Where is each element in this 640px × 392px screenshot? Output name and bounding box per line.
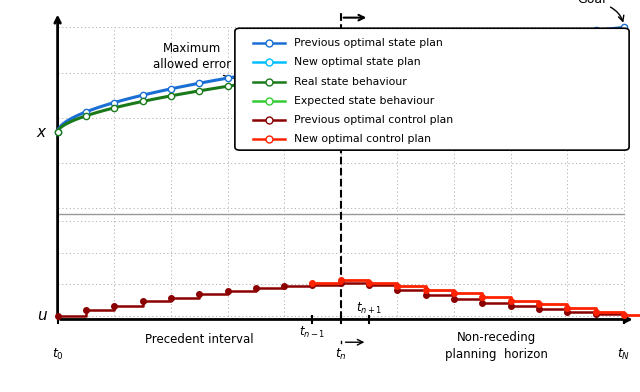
Text: $t_N$: $t_N$ bbox=[618, 347, 630, 362]
Text: Non-receding
planning  horizon: Non-receding planning horizon bbox=[445, 331, 548, 361]
Text: Goal: Goal bbox=[578, 0, 606, 6]
Text: $u$: $u$ bbox=[37, 308, 48, 323]
Text: $x$: $x$ bbox=[36, 125, 48, 140]
Text: $t_0$: $t_0$ bbox=[52, 347, 63, 362]
Text: $t_{n-1}$: $t_{n-1}$ bbox=[300, 325, 326, 341]
Text: New optimal state plan: New optimal state plan bbox=[294, 57, 421, 67]
Text: New optimal control plan: New optimal control plan bbox=[294, 134, 431, 145]
Text: Real state behaviour: Real state behaviour bbox=[294, 77, 407, 87]
Text: Expected state behaviour: Expected state behaviour bbox=[294, 96, 435, 106]
Text: Precedent interval: Precedent interval bbox=[145, 333, 253, 346]
Text: $t_n$: $t_n$ bbox=[335, 347, 347, 362]
Text: $t_{n+1}$: $t_{n+1}$ bbox=[356, 300, 382, 316]
Text: Maximum
allowed error: Maximum allowed error bbox=[153, 42, 231, 71]
Text: Previous optimal state plan: Previous optimal state plan bbox=[294, 38, 443, 48]
FancyBboxPatch shape bbox=[235, 28, 629, 150]
Text: Previous optimal control plan: Previous optimal control plan bbox=[294, 115, 454, 125]
